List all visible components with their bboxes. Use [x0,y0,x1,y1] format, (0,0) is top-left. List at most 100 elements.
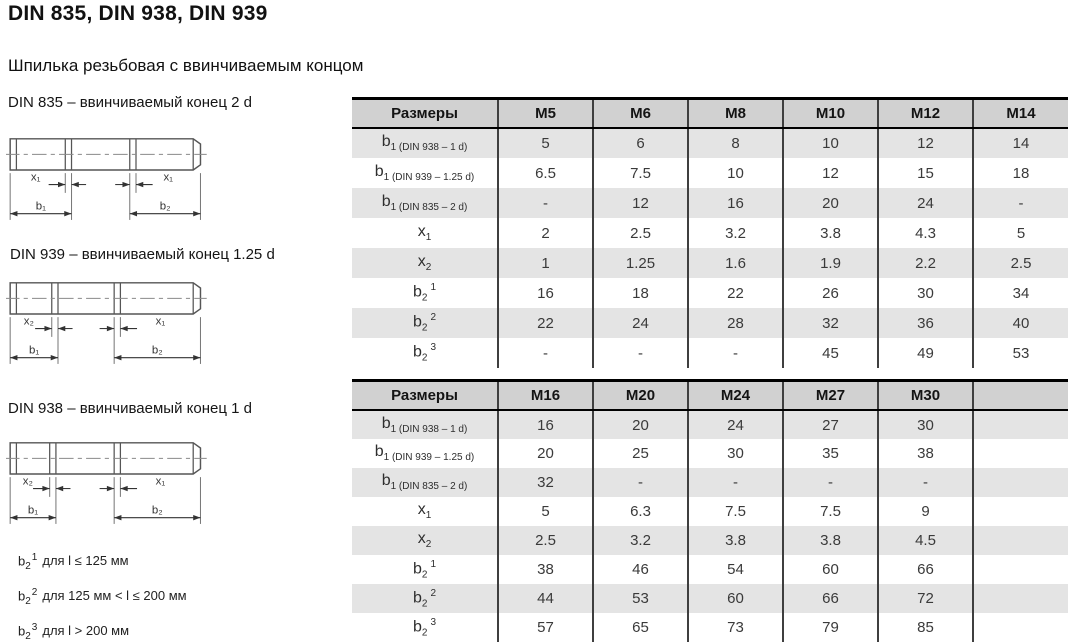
size-column-header: M8 [688,98,784,129]
value-cell: 10 [783,128,879,158]
table-row: x2 2.5 3.2 3.8 3.8 4.5 [352,526,1068,555]
value-cell: 35 [783,439,879,468]
stud-drawing-din939: x₂ x₁ b₁ b₂ [6,282,207,364]
value-cell: 49 [878,338,974,368]
value-cell: 38 [498,555,594,584]
value-cell [973,410,1068,439]
value-cell: 65 [593,613,689,642]
value-cell: 66 [878,555,974,584]
value-cell: 3.8 [688,526,784,555]
value-cell: 1.6 [688,248,784,278]
value-cell [973,555,1068,584]
row-label: x2 [352,248,499,278]
value-cell: 46 [593,555,689,584]
row-label: b22 [352,584,499,613]
value-cell: 2.2 [878,248,974,278]
value-cell: 25 [593,439,689,468]
value-cell: 7.5 [783,497,879,526]
value-cell: 20 [498,439,594,468]
value-cell: 66 [783,584,879,613]
value-cell: 7.5 [593,158,689,188]
row-label: b23 [352,613,499,642]
value-cell [973,526,1068,555]
value-cell: 38 [878,439,974,468]
value-cell: 24 [688,410,784,439]
value-cell: - [878,468,974,497]
value-cell: 60 [688,584,784,613]
value-cell: 15 [878,158,974,188]
value-cell: 16 [498,278,594,308]
value-cell: 5 [498,497,594,526]
value-cell: 4.5 [878,526,974,555]
value-cell: 16 [498,410,594,439]
value-cell [973,497,1068,526]
value-cell: 73 [688,613,784,642]
value-cell: 53 [593,584,689,613]
size-column-header: M5 [498,98,594,129]
row-label: b1 (DIN 938 – 1 d) [352,128,499,158]
value-cell: 10 [688,158,784,188]
value-cell: 85 [878,613,974,642]
corner-header: Размеры [352,380,499,411]
table-row: b23- - -45 49 53 [352,338,1068,368]
value-cell: 22 [688,278,784,308]
value-cell: 5 [1016,224,1026,242]
footnote-text: для l ≤ 125 мм [42,553,129,569]
table-row: b21 16 18 22 26 30 34 [352,278,1068,308]
value-cell: 6 [593,128,689,158]
row-label: b1 (DIN 939 – 1.25 d) [352,158,499,188]
value-cell: 9 [878,497,974,526]
value-cell: 4.3 [878,218,974,248]
value-cell: 30 [688,439,784,468]
table-row: b23 57 65 73 79 85 [352,613,1068,642]
value-cell: - [593,468,689,497]
value-cell: 1.25 [593,248,689,278]
value-cell: 12 [878,128,974,158]
table-row: b1 (DIN 939 – 1.25 d) 6.5 7.5 10 12 15 18 [352,158,1068,188]
dim-label: x₁ [163,171,173,183]
size-column-header: M20 [593,380,689,411]
row-label: b1 (DIN 938 – 1 d) [352,410,499,439]
corner-header: Размеры [352,98,499,129]
table-row: b1 (DIN 938 – 1 d) 5 6 8 10 12 14 [352,128,1068,158]
size-column-header: M12 [878,98,974,129]
drawing-label-din938: DIN 938 – ввинчиваемый конец 1 d [8,400,252,417]
value-cell: - [1018,194,1024,212]
size-column-header: M14 [973,98,1068,129]
row-label: b1 (DIN 835 – 2 d) [352,188,499,218]
value-cell: - [688,338,784,368]
value-cell: - [688,468,784,497]
table-row: b1 (DIN 938 – 1 d) 16 20 24 27 30 [352,410,1068,439]
size-column-header: M24 [688,380,784,411]
value-cell: 36 [878,308,974,338]
row-label: b1 (DIN 939 – 1.25 d) [352,439,499,468]
value-cell: 18 [1012,164,1030,182]
value-cell: 18 [593,278,689,308]
value-cell: 28 [688,308,784,338]
header-row: Размеры M16 M20 M24 M27 M30 [352,380,1068,411]
value-cell: 54 [688,555,784,584]
table-row: x2 1 1.25 1.6 1.9 2.2 2.5 [352,248,1068,278]
value-cell: - [498,188,594,218]
value-cell: 2.5 [1010,254,1032,272]
value-cell: 40 [1012,314,1030,332]
size-column-header: M6 [593,98,689,129]
row-label: b21 [352,555,499,584]
row-label: x1 [352,218,499,248]
value-cell: 44 [498,584,594,613]
value-cell: 12 [593,188,689,218]
size-column-header: M27 [783,380,879,411]
size-table-m16-m30: Размеры M16 M20 M24 M27 M30 b1 (DIN 938 – 1 d… [352,379,1068,642]
table-row: x1 2 2.5 3.2 3.8 4.3 5 [352,218,1068,248]
footnote-b2-3: b23 для l > 200 мм [18,621,130,642]
empty-column-header [973,380,1068,411]
dim-label: b₂ [152,505,163,517]
dim-label: b₁ [29,345,39,357]
value-cell: 60 [783,555,879,584]
row-label: b1 (DIN 835 – 2 d) [352,468,499,497]
table-row: b1 (DIN 835 – 2 d) 32- - - - [352,468,1068,497]
dim-label: x₂ [23,475,33,487]
value-cell: 27 [783,410,879,439]
drawing-label-din835: DIN 835 – ввинчиваемый конец 2 d [8,94,252,111]
footnote-text: для l > 200 мм [42,623,130,639]
